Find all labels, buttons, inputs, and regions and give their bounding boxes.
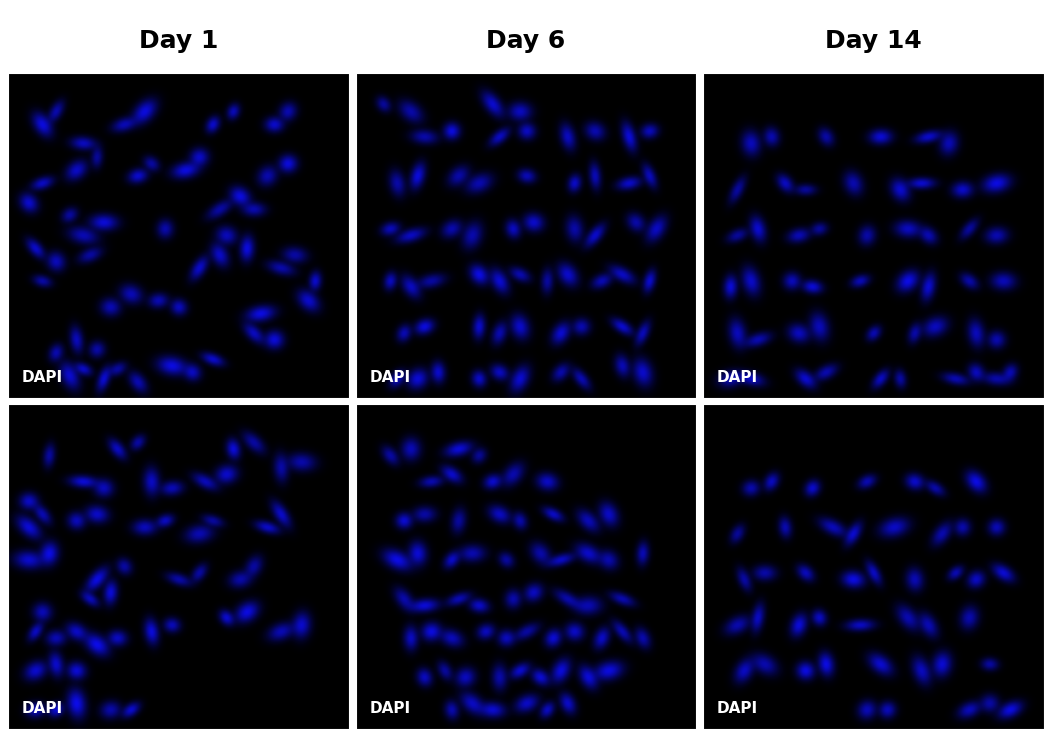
Text: DAPI: DAPI	[716, 370, 757, 385]
Text: DAPI: DAPI	[22, 701, 63, 716]
Text: DAPI: DAPI	[716, 701, 757, 716]
Text: Day 1: Day 1	[139, 29, 219, 54]
Text: DAPI: DAPI	[22, 370, 63, 385]
Text: Day 6: Day 6	[486, 29, 566, 54]
Text: Day 14: Day 14	[825, 29, 922, 54]
Text: DAPI: DAPI	[369, 370, 410, 385]
Text: DAPI: DAPI	[369, 701, 410, 716]
